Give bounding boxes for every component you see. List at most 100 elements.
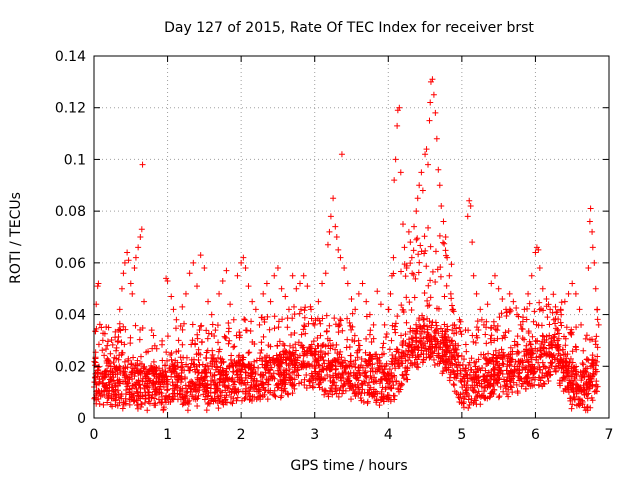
data-point	[446, 355, 453, 362]
data-point	[414, 361, 421, 368]
data-point	[306, 377, 313, 384]
data-point	[325, 357, 332, 364]
data-point	[295, 339, 302, 346]
data-point	[498, 368, 505, 375]
data-point	[523, 316, 530, 323]
data-point	[395, 388, 402, 395]
data-point	[492, 326, 499, 333]
data-point	[432, 344, 439, 351]
data-point	[274, 265, 281, 272]
data-point	[201, 374, 208, 381]
data-point	[304, 283, 311, 290]
data-point	[425, 282, 432, 289]
data-point	[286, 377, 293, 384]
data-point	[508, 376, 515, 383]
data-point	[457, 318, 464, 325]
data-point	[137, 389, 144, 396]
data-point	[377, 360, 384, 367]
data-point	[394, 346, 401, 353]
data-point	[101, 387, 108, 394]
data-point	[469, 376, 476, 383]
data-point	[286, 356, 293, 363]
data-point	[327, 384, 334, 391]
data-point	[282, 293, 289, 300]
data-point	[453, 325, 460, 332]
data-point	[132, 362, 139, 369]
data-point	[593, 333, 600, 340]
x-tick-label: 2	[237, 427, 246, 443]
data-point	[458, 378, 465, 385]
data-point	[248, 366, 255, 373]
data-point	[148, 327, 155, 334]
data-point	[469, 239, 476, 246]
data-point	[158, 399, 165, 406]
data-point	[467, 366, 474, 373]
data-point	[538, 375, 545, 382]
data-point	[271, 325, 278, 332]
data-point	[258, 381, 265, 388]
data-point	[370, 389, 377, 396]
data-point	[319, 364, 326, 371]
data-point	[488, 339, 495, 346]
data-point	[264, 313, 271, 320]
data-point	[445, 345, 452, 352]
data-point	[161, 362, 168, 369]
data-point	[339, 383, 346, 390]
data-point	[466, 197, 473, 204]
data-point	[232, 385, 239, 392]
y-tick-label: 0.14	[55, 49, 86, 65]
data-point	[509, 369, 516, 376]
data-point	[554, 327, 561, 334]
data-point	[159, 337, 166, 344]
data-point	[388, 369, 395, 376]
data-point	[324, 241, 331, 248]
data-point	[126, 389, 133, 396]
data-point	[204, 335, 211, 342]
data-point	[428, 322, 435, 329]
data-point	[446, 374, 453, 381]
data-point	[314, 315, 321, 322]
data-point	[293, 372, 300, 379]
data-point	[422, 247, 429, 254]
data-point	[113, 355, 120, 362]
data-point	[301, 382, 308, 389]
data-point	[492, 372, 499, 379]
data-point	[107, 350, 114, 357]
data-point	[464, 213, 471, 220]
data-point	[111, 380, 118, 387]
data-point	[164, 277, 171, 284]
data-point	[331, 315, 338, 322]
data-point	[126, 401, 133, 408]
data-point	[101, 369, 108, 376]
data-point	[233, 397, 240, 404]
data-point	[578, 377, 585, 384]
data-point	[392, 329, 399, 336]
data-point	[374, 355, 381, 362]
y-tick-label: 0.12	[55, 101, 86, 117]
data-point	[401, 375, 408, 382]
data-point	[152, 400, 159, 407]
data-point	[494, 327, 501, 334]
data-point	[563, 362, 570, 369]
data-point	[306, 382, 313, 389]
data-point	[257, 349, 264, 356]
data-point	[440, 218, 447, 225]
data-point	[425, 351, 432, 358]
data-point	[549, 343, 556, 350]
data-point	[363, 313, 370, 320]
data-point	[332, 346, 339, 353]
data-point	[135, 377, 142, 384]
data-point	[292, 362, 299, 369]
data-point	[505, 393, 512, 400]
data-point	[268, 364, 275, 371]
data-point	[381, 321, 388, 328]
data-point	[298, 331, 305, 338]
data-point	[186, 270, 193, 277]
data-point	[494, 322, 501, 329]
data-point	[460, 356, 467, 363]
data-point	[443, 349, 450, 356]
data-point	[168, 350, 175, 357]
data-point	[531, 308, 538, 315]
data-point	[530, 318, 537, 325]
data-point	[577, 388, 584, 395]
